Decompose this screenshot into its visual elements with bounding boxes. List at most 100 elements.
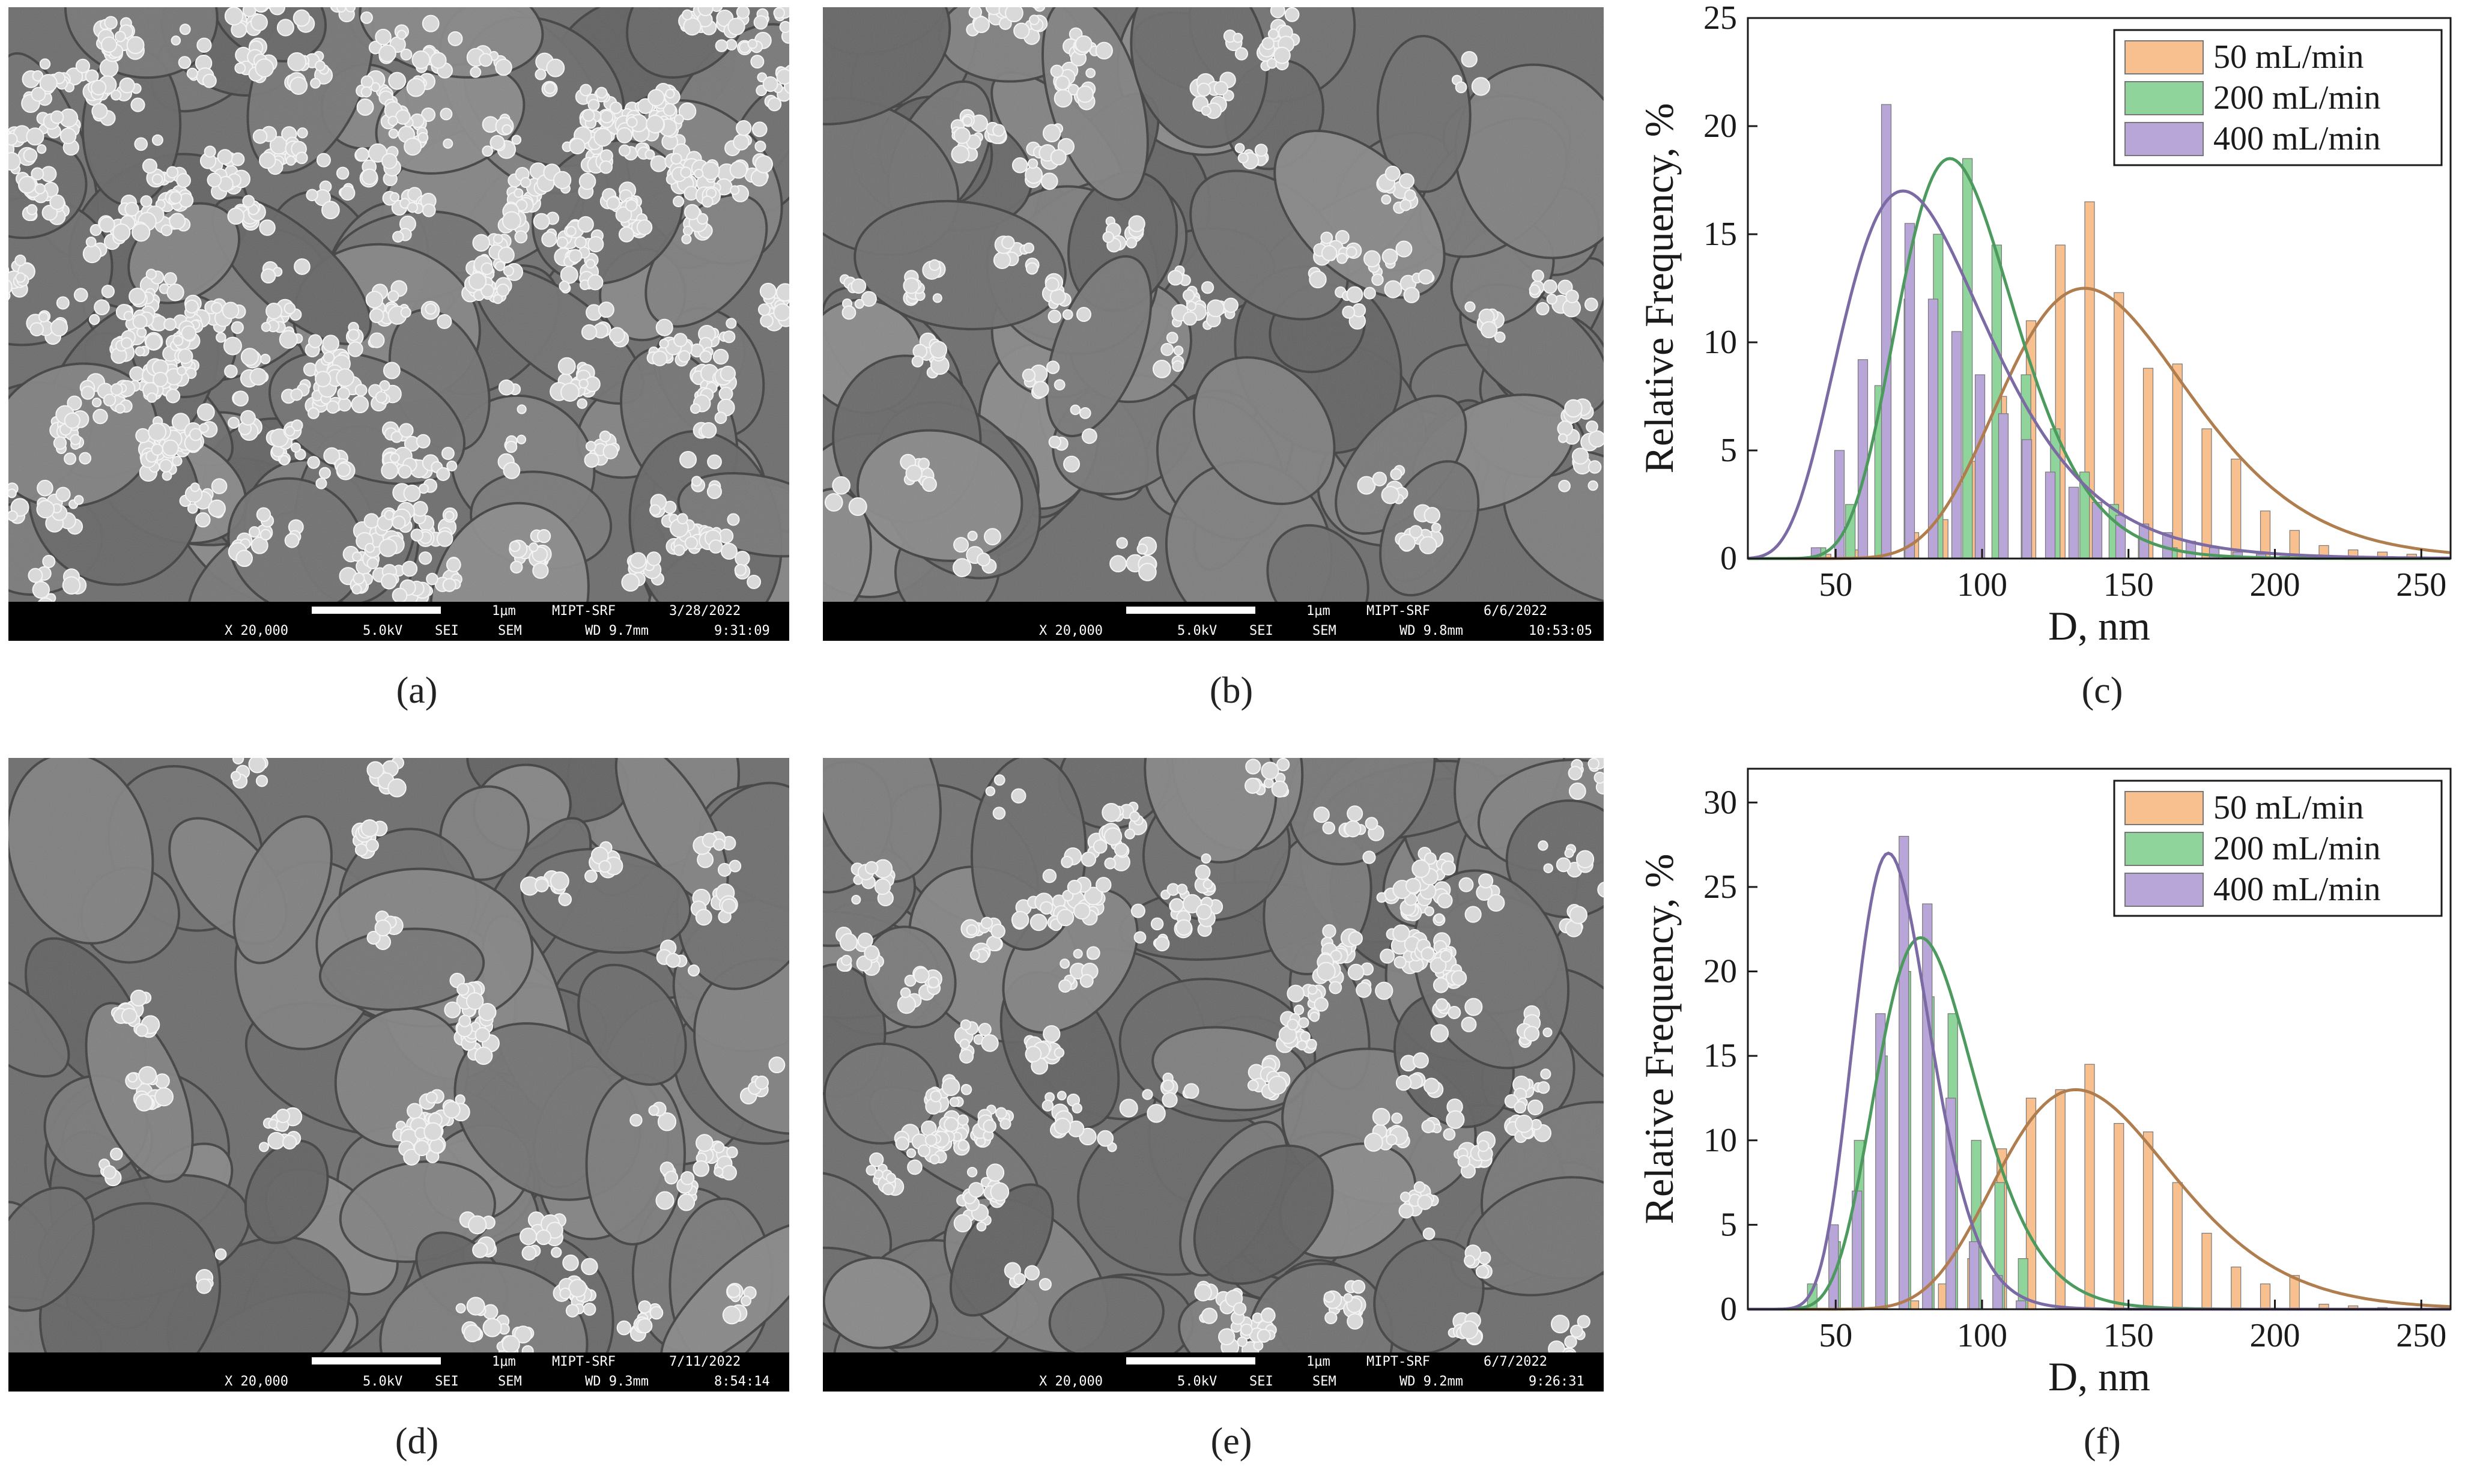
bar <box>1969 1241 1980 1310</box>
series-purple <box>1810 104 2290 559</box>
sem-nanoparticles <box>8 7 789 615</box>
legend-label: 50 mL/min <box>2213 38 2363 76</box>
x-tick-label: 250 <box>2396 566 2446 604</box>
sem-magnification: X 20,000 <box>225 623 288 638</box>
bar <box>2016 1300 2027 1310</box>
bar <box>2201 1232 2212 1310</box>
sem-lab: MIPT-SRF <box>552 604 616 619</box>
legend-label: 400 mL/min <box>2213 871 2380 908</box>
bar <box>2084 1064 2095 1310</box>
y-tick-label: 15 <box>1703 1037 1737 1074</box>
legend-label: 200 mL/min <box>2213 830 2380 867</box>
bar <box>1962 158 1973 559</box>
x-axis-label: D, nm <box>2048 603 2150 649</box>
histogram-c: 50 100 150 200 250 0 5 10 15 20 25 D, nm Relative Fr… <box>1636 0 2452 649</box>
scale-bar <box>312 1357 441 1364</box>
legend: 50 mL/min 200 mL/min 400 mL/min <box>2113 780 2443 917</box>
bar <box>2231 458 2242 559</box>
scale-bar <box>312 607 441 614</box>
bar <box>2068 486 2079 559</box>
sem-mode: SEM <box>498 623 522 638</box>
sem-magnification: X 20,000 <box>1039 623 1103 638</box>
sem-mode: SEM <box>1312 1374 1336 1389</box>
sem-date: 7/11/2022 <box>669 1354 741 1369</box>
x-axis-label: D, nm <box>2048 1354 2150 1399</box>
plot-frame <box>1747 17 2452 560</box>
sem-scale-label: 1μm <box>1306 1354 1330 1369</box>
x-tick-label: 100 <box>1957 566 2007 604</box>
sem-scale-label: 1μm <box>1306 604 1330 619</box>
sem-scale-label: 1μm <box>492 1354 516 1369</box>
caption-a: (a) <box>396 670 438 711</box>
bar <box>1857 359 1869 559</box>
sem-info-bar: 1μm MIPT-SRF 6/6/2022 X 20,000 5.0kV SEI SEM WD… <box>823 602 1604 641</box>
bar <box>2172 363 2183 559</box>
legend-swatch <box>2124 791 2204 825</box>
x-tick-label: 250 <box>2396 1317 2446 1354</box>
bar <box>2201 428 2212 559</box>
bar <box>1881 104 1892 559</box>
sem-time: 9:26:31 <box>1529 1374 1584 1389</box>
sem-nanoparticles <box>99 758 786 1359</box>
y-tick-label: 30 <box>1703 784 1737 821</box>
x-tick-label: 150 <box>2103 1317 2154 1354</box>
sem-detector: SEI <box>435 1374 459 1389</box>
x-tick-label: 50 <box>1819 566 1852 604</box>
caption-e: (e) <box>1210 1421 1252 1462</box>
legend-label: 50 mL/min <box>2213 789 2363 826</box>
sem-wd: WD 9.3mm <box>585 1374 649 1389</box>
legend-swatch <box>2124 832 2204 866</box>
caption-c: (c) <box>2081 670 2123 711</box>
sem-magnification: X 20,000 <box>225 1374 288 1389</box>
y-axis-label: Relative Frequency, % <box>1636 103 1682 474</box>
sem-voltage: 5.0kV <box>1177 1374 1217 1389</box>
sem-info-bar: 1μm MIPT-SRF 7/11/2022 X 20,000 5.0kV SEI SEM W… <box>8 1352 789 1392</box>
x-tick-label: 200 <box>2250 566 2300 604</box>
x-tick-label: 200 <box>2250 1317 2300 1354</box>
sem-voltage: 5.0kV <box>1177 623 1217 638</box>
x-tick-label: 150 <box>2103 566 2154 604</box>
bar <box>2091 501 2103 559</box>
sem-info-bar: 1μm MIPT-SRF 3/28/2022 X 20,000 5.0kV SEI SEM W… <box>8 602 789 641</box>
y-tick-label: 5 <box>1720 1206 1737 1243</box>
sem-image-d: 1μm MIPT-SRF 7/11/2022 X 20,000 5.0kV SEI SEM W… <box>8 758 789 1392</box>
scale-bar <box>1126 607 1255 614</box>
bar <box>2172 1182 2183 1310</box>
sem-scale-label: 1μm <box>492 604 516 619</box>
legend-swatch <box>2124 873 2204 907</box>
sem-detector: SEI <box>435 623 459 638</box>
y-tick-label: 0 <box>1720 1291 1737 1328</box>
caption-f: (f) <box>2084 1421 2121 1462</box>
legend-label: 400 mL/min <box>2213 120 2380 157</box>
y-tick-label: 15 <box>1703 216 1737 253</box>
legend-label: 200 mL/min <box>2213 79 2380 117</box>
sem-nanoparticles <box>835 758 1604 1363</box>
fit-curve-purple <box>1747 189 2451 560</box>
plot-frame <box>1747 768 2452 1310</box>
y-tick-label: 10 <box>1703 1122 1737 1159</box>
bar <box>2260 1283 2271 1310</box>
sem-image-b: 1μm MIPT-SRF 6/6/2022 X 20,000 5.0kV SEI SEM WD… <box>823 7 1604 641</box>
bar <box>2231 1267 2242 1310</box>
y-axis-label: Relative Frequency, % <box>1636 854 1682 1225</box>
legend-swatch <box>2124 40 2204 74</box>
sem-lab: MIPT-SRF <box>1366 1354 1430 1369</box>
histogram-f: 50 100 150 200 250 0 5 10 15 20 25 30 D, nm Relative … <box>1636 768 2452 1399</box>
sem-time: 8:54:14 <box>714 1374 770 1389</box>
sem-wd: WD 9.8mm <box>1399 623 1463 638</box>
bar <box>2021 439 2033 559</box>
sem-image-e: 1μm MIPT-SRF 6/7/2022 X 20,000 5.0kV SEI SEM WD… <box>823 758 1604 1392</box>
bar <box>1974 374 1986 559</box>
sem-voltage: 5.0kV <box>363 1374 402 1389</box>
sem-voltage: 5.0kV <box>363 623 402 638</box>
caption-d: (d) <box>395 1421 439 1462</box>
y-tick-label: 25 <box>1703 0 1737 37</box>
y-tick-label: 25 <box>1703 868 1737 906</box>
bar <box>2142 1131 2154 1310</box>
sem-wd: WD 9.2mm <box>1399 1374 1463 1389</box>
sem-mode: SEM <box>1312 623 1336 638</box>
bar <box>2045 471 2056 559</box>
bar <box>1951 331 1962 559</box>
sem-substrate <box>8 758 789 1392</box>
